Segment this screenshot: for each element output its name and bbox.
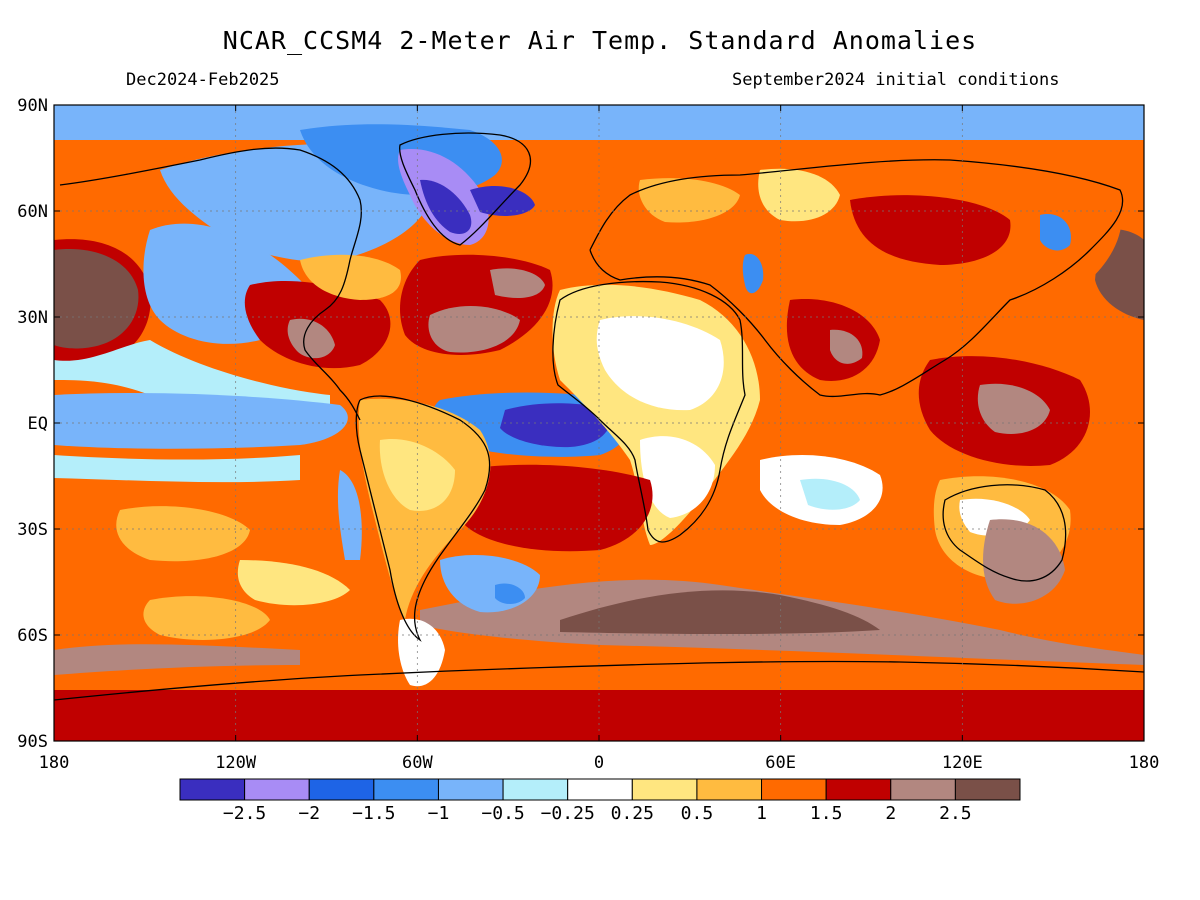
colorbar-tick-label: 2.5 (939, 803, 972, 824)
colorbar-tick-label: −1.5 (352, 803, 395, 824)
lat-tick-label: 90N (17, 96, 48, 116)
africa-coast (552, 280, 746, 543)
grid-lines (54, 105, 1144, 741)
colorbar-swatch (308, 778, 375, 801)
colorbar-tick-label: −0.5 (481, 803, 524, 824)
coastlines (54, 132, 1144, 701)
lon-tick-label: 120W (215, 753, 257, 773)
colorbar-tick-label: 0.25 (611, 803, 654, 824)
lat-tick-label: 30N (17, 308, 48, 328)
colorbar-swatch (437, 778, 504, 801)
longitude-axis: 180 120W 60W 0 60E 120E 180 (39, 105, 1160, 773)
south-america-coast (355, 395, 491, 642)
antarctica-coast (54, 660, 1144, 701)
colorbar-swatch (179, 778, 246, 801)
colorbar-swatch (954, 778, 1021, 801)
lat-tick-label: 30S (17, 520, 48, 540)
colorbar-swatch (567, 778, 633, 801)
colorbar-swatch (502, 778, 569, 801)
colorbar-tick-label: 2 (885, 803, 896, 824)
colorbar-swatch (373, 778, 439, 801)
north-america-coast (59, 147, 362, 421)
lat-tick-label: EQ (28, 414, 48, 434)
colorbar-swatch (696, 778, 763, 801)
lon-tick-label: 120E (942, 753, 983, 773)
lon-tick-label: 0 (594, 753, 604, 773)
colorbar-swatch (244, 778, 310, 801)
colorbar-swatch (631, 778, 698, 801)
lat-tick-label: 90S (17, 732, 48, 752)
lon-tick-label: 180 (1129, 753, 1160, 773)
lon-tick-label: 60W (402, 753, 433, 773)
map-title: NCAR_CCSM4 2-Meter Air Temp. Standard An… (222, 26, 978, 55)
lon-tick-label: 60E (765, 753, 796, 773)
colorbar-swatch (761, 778, 827, 801)
colorbar-swatch (825, 778, 892, 801)
lat-tick-label: 60N (17, 202, 48, 222)
colorbar-tick-label: 1.5 (810, 803, 843, 824)
australia-coast (942, 484, 1067, 582)
forecast-period: Dec2024-Feb2025 (126, 70, 280, 90)
initial-conditions: September2024 initial conditions (732, 70, 1060, 90)
colorbar-tick-label: 0.5 (681, 803, 714, 824)
greenland-coast (399, 132, 531, 246)
colorbar-tick-label: −2 (298, 803, 320, 824)
colorbar-tick-label: −0.25 (541, 803, 595, 824)
eurasia-coast (589, 159, 1124, 398)
lat-tick-label: 60S (17, 626, 48, 646)
colorbar-swatch (890, 778, 956, 801)
lon-tick-label: 180 (39, 753, 70, 773)
colorbar-tick-label: −2.5 (223, 803, 266, 824)
colorbar-tick-label: 1 (756, 803, 767, 824)
colorbar: −2.5 −2 −1.5 −1 −0.5 −0.25 0.25 0.5 1 1.5 2 2.5 (179, 778, 1021, 824)
latitude-axis: 90N 60N 30N EQ 30S 60S 90S (17, 96, 1144, 752)
colorbar-tick-label: −1 (428, 803, 450, 824)
